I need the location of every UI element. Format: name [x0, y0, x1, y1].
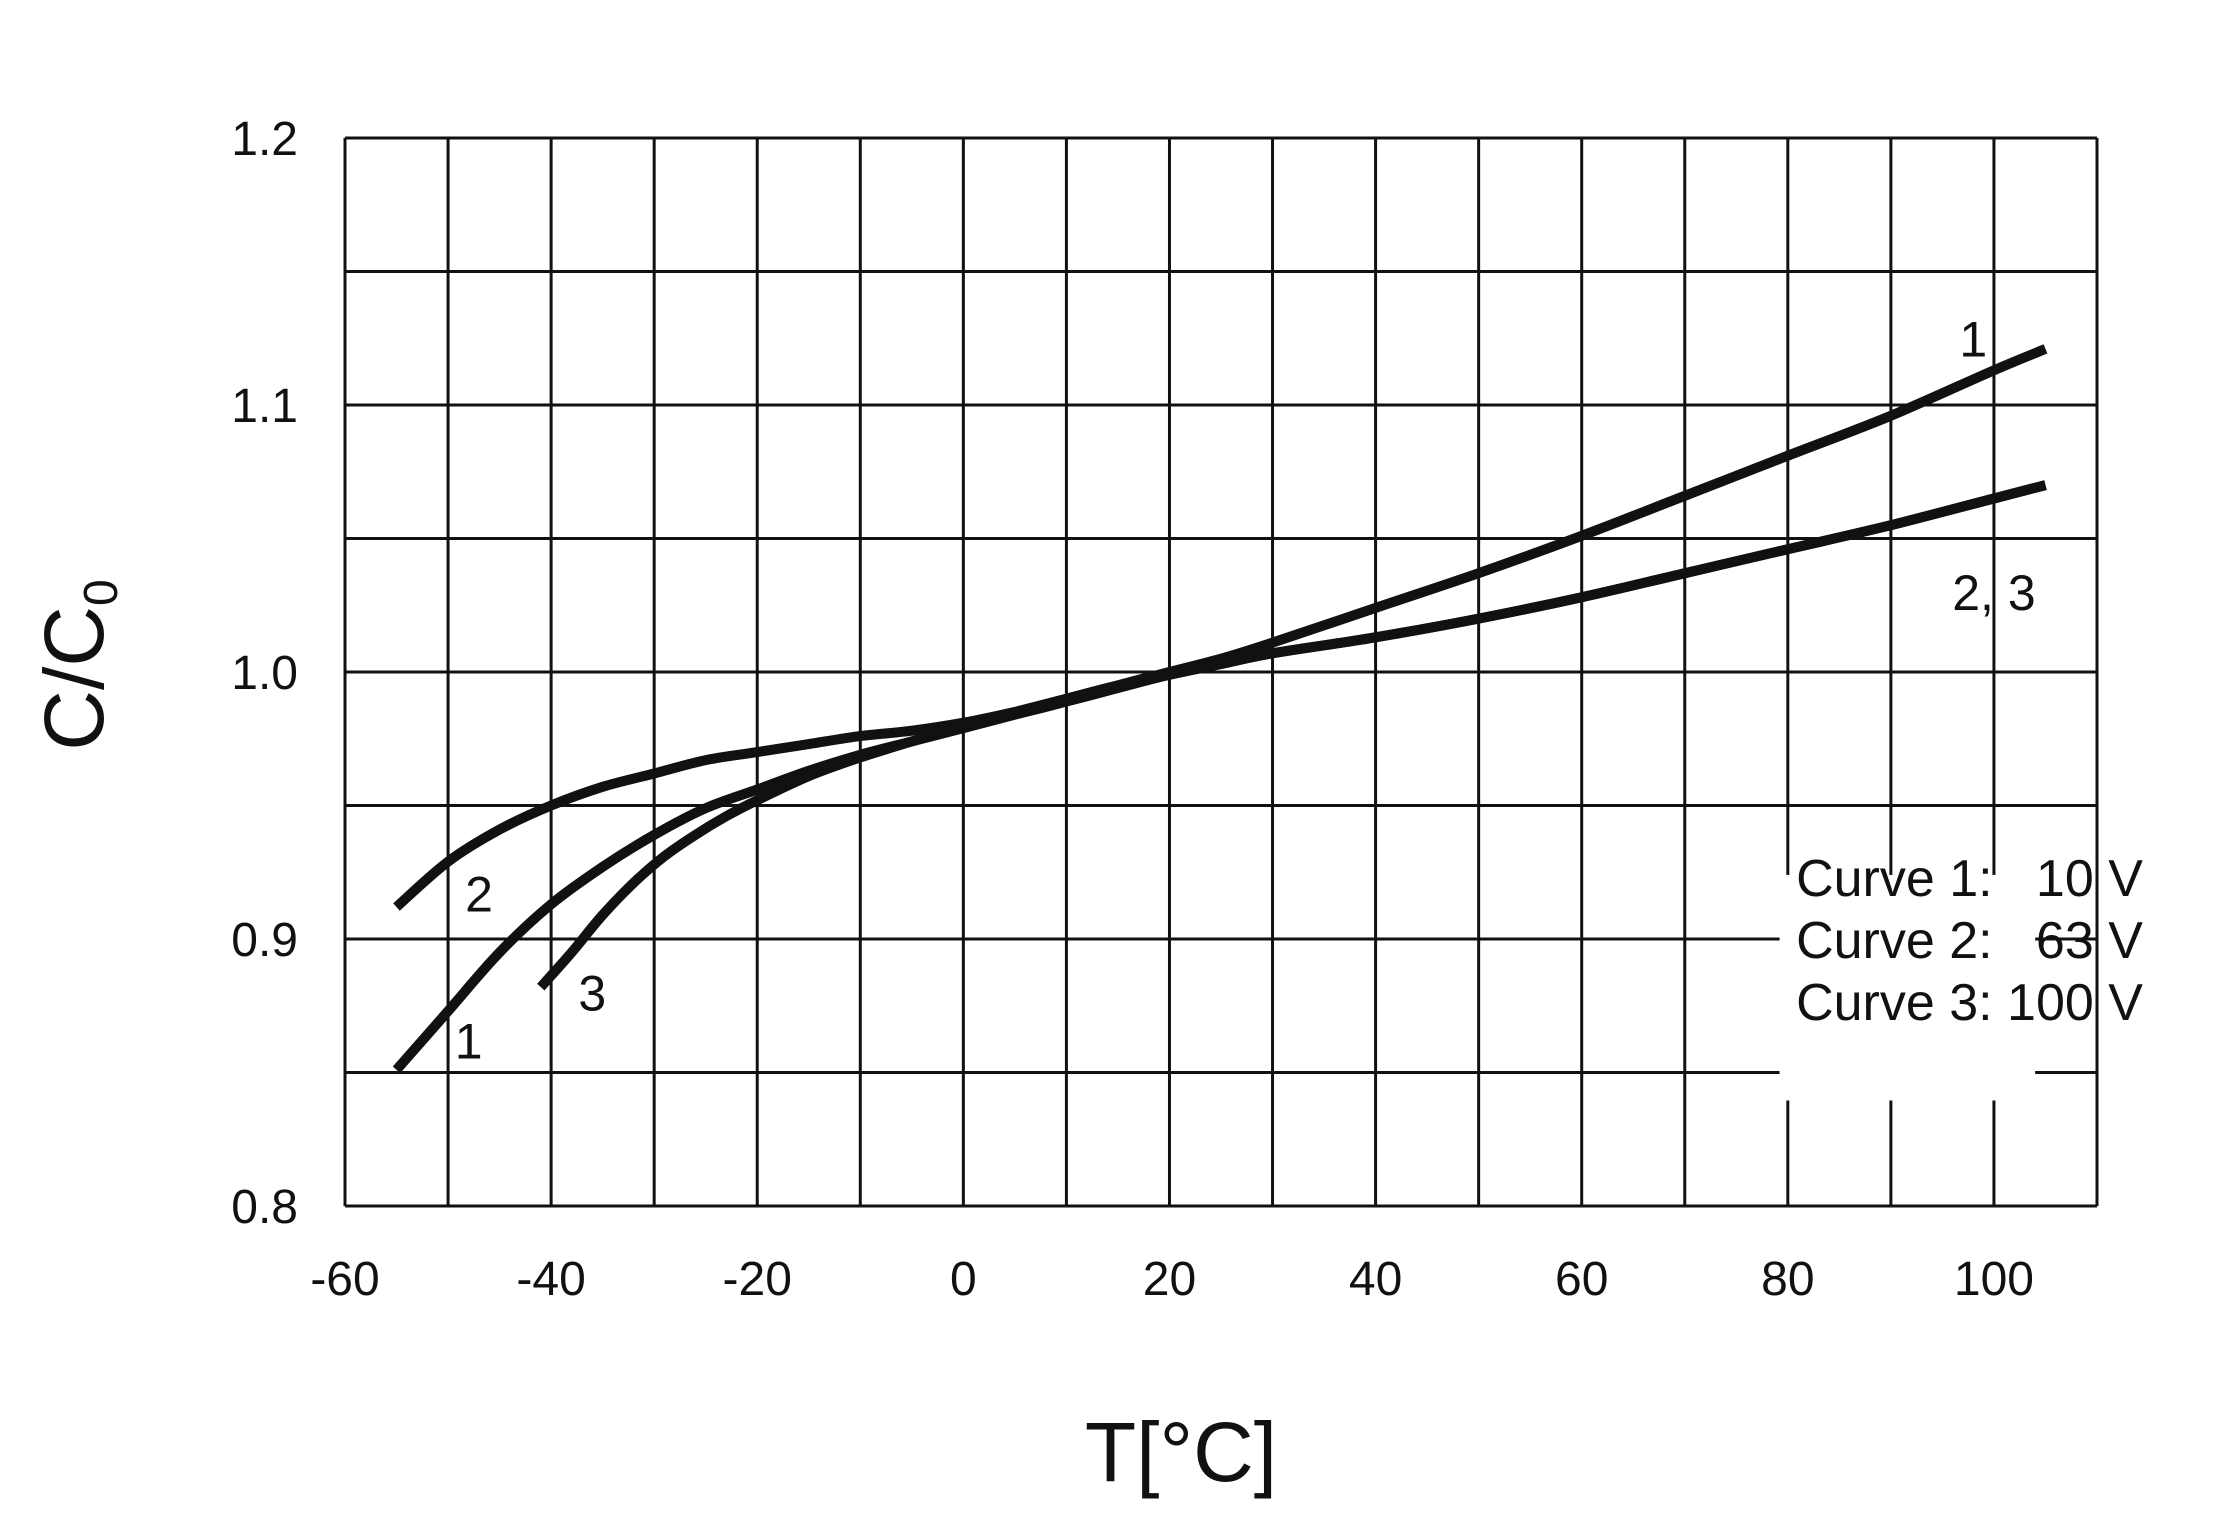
- tick-labels: -60 -40 -20 0 20 40 60 80 100 0.8 0.9 1.0 1.1 1.2: [231, 113, 2034, 1306]
- x-axis-title: T[°C]: [1085, 1405, 1277, 1499]
- curve-label-2-3-end: 2, 3: [1952, 565, 2035, 621]
- x-tick-label: 60: [1555, 1253, 1608, 1306]
- x-tick-label: 0: [950, 1253, 977, 1306]
- x-tick-label: -20: [723, 1253, 792, 1306]
- x-tick-label: -40: [516, 1253, 585, 1306]
- x-tick-label: 20: [1143, 1253, 1196, 1306]
- legend-entry-2: Curve 2: 63 V: [1796, 912, 2143, 970]
- curve-labels: 1 2 3 1 2, 3: [455, 311, 2036, 1069]
- x-tick-label: -60: [310, 1253, 379, 1306]
- y-tick-label: 1.0: [231, 647, 298, 700]
- y-tick-label: 0.9: [231, 914, 298, 967]
- x-tick-label: 100: [1954, 1253, 2034, 1306]
- curve-label-1: 1: [455, 1013, 483, 1069]
- y-axis-title-subscript: 0: [75, 579, 128, 606]
- y-tick-label: 1.2: [231, 113, 298, 166]
- legend-entry-3: Curve 3: 100 V: [1796, 974, 2143, 1032]
- curve-label-3: 3: [578, 965, 606, 1021]
- y-tick-label: 0.8: [231, 1181, 298, 1234]
- grid: [343, 136, 2099, 1208]
- y-axis-title: C/C0: [27, 579, 128, 750]
- x-tick-label: 80: [1761, 1253, 1814, 1306]
- y-axis-title-text: C/C: [27, 606, 121, 751]
- legend-background: [1779, 874, 2036, 1101]
- series-layer: [392, 344, 2048, 1074]
- series-line-curve-3: [537, 480, 2047, 991]
- y-tick-label: 1.1: [231, 380, 298, 433]
- legend-entry-1: Curve 1: 10 V: [1796, 850, 2143, 908]
- x-tick-label: 40: [1349, 1253, 1402, 1306]
- curve-label-2: 2: [465, 867, 493, 923]
- curve-label-1-end: 1: [1959, 311, 1987, 367]
